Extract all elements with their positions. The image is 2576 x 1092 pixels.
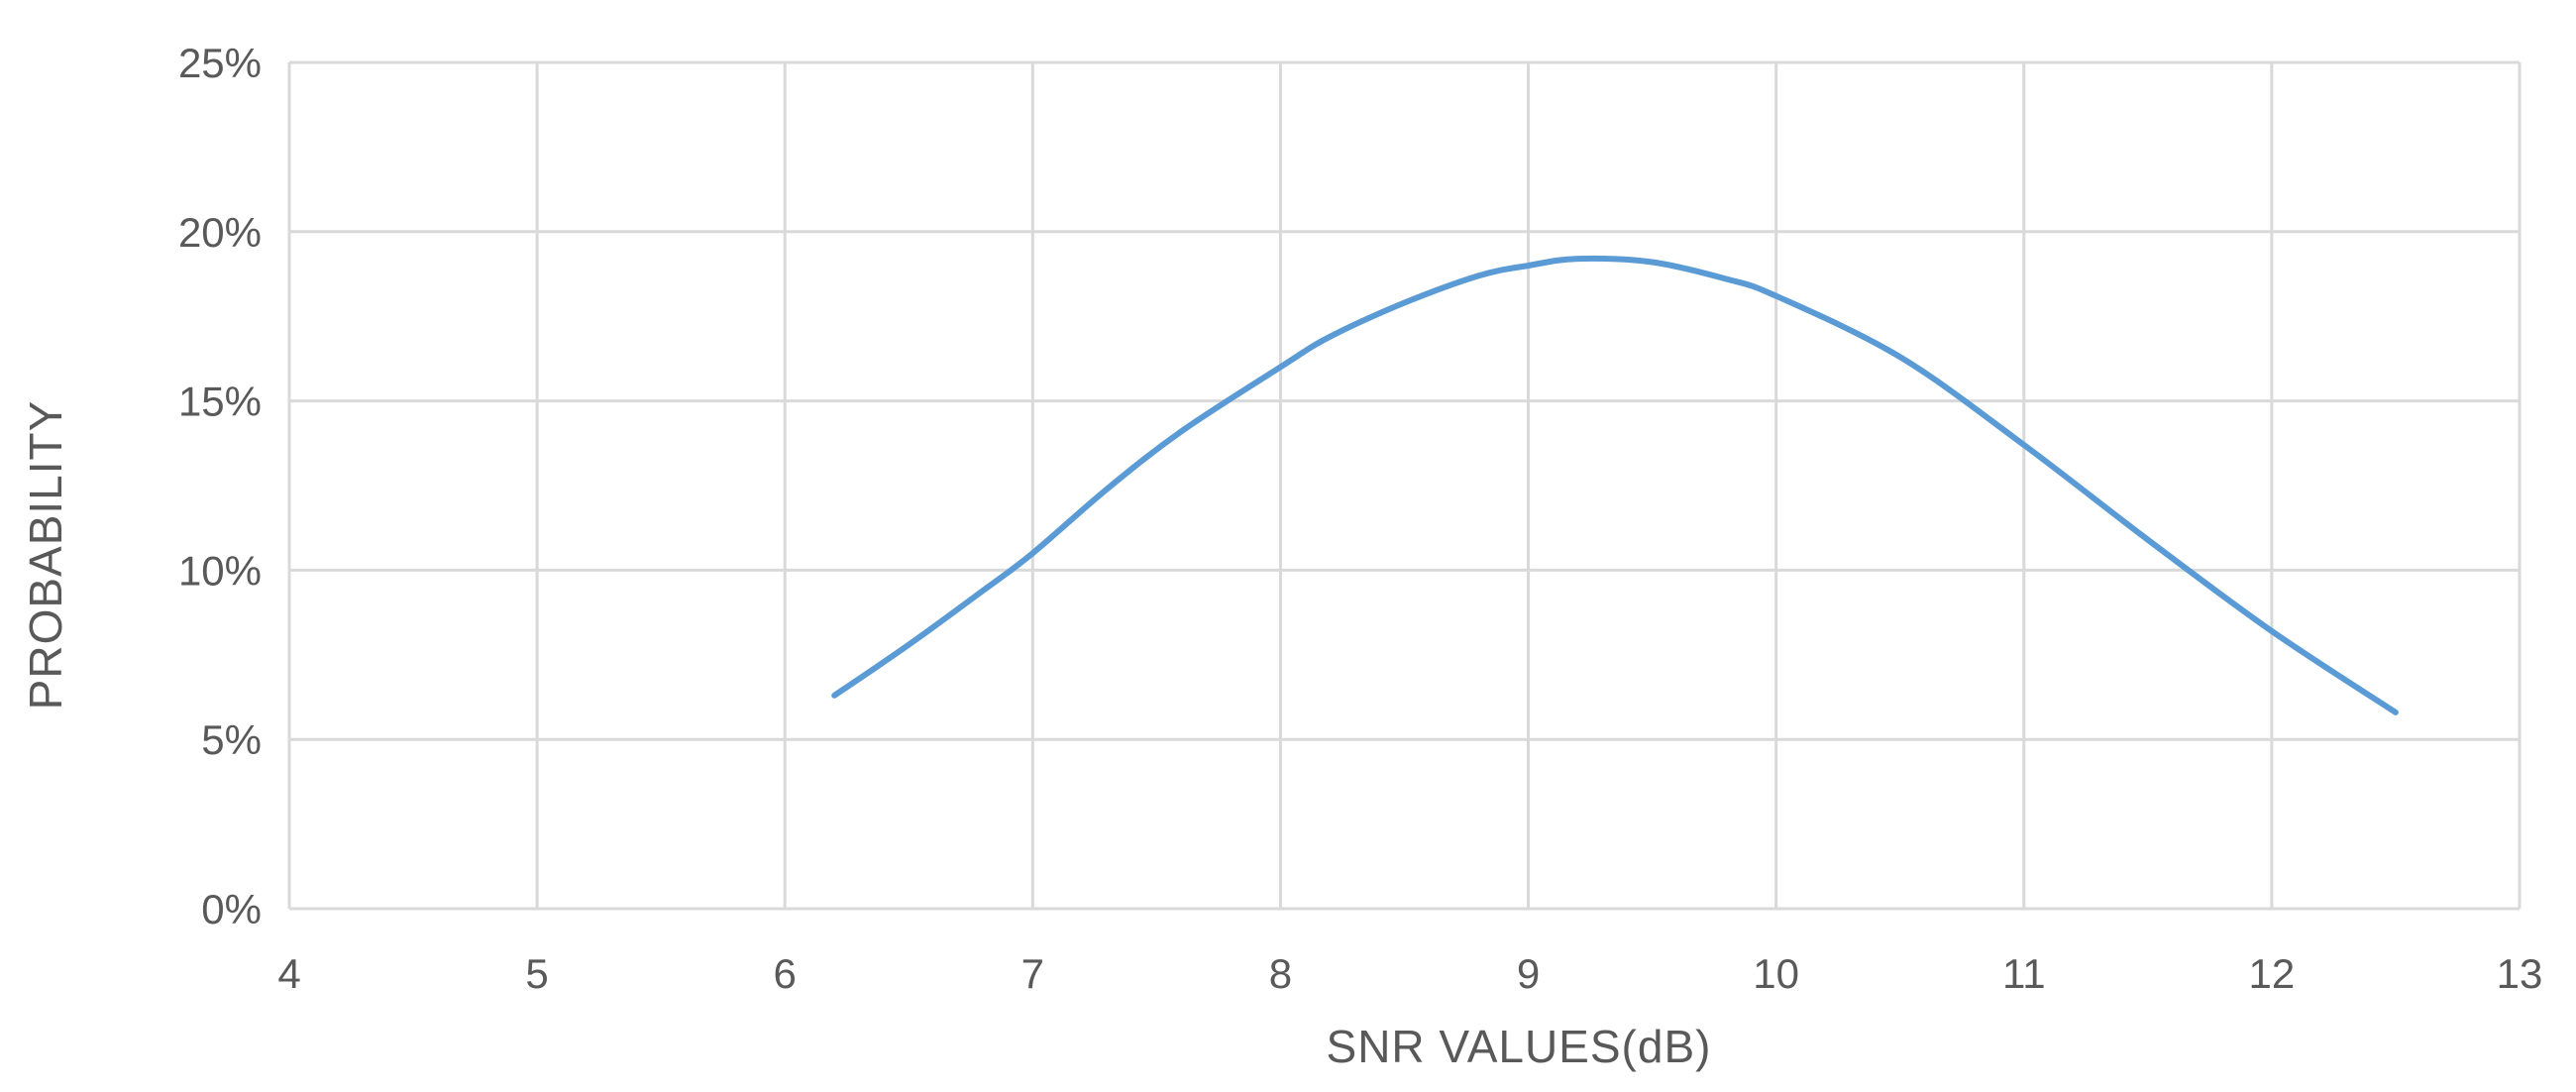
y-tick-label: 25% <box>178 40 262 86</box>
gridlines <box>287 60 2522 911</box>
x-tick-label: 5 <box>525 950 548 997</box>
series-line <box>831 255 2399 715</box>
y-tick-label: 15% <box>178 379 262 425</box>
y-tick-label: 10% <box>178 547 262 594</box>
x-tick-label: 8 <box>1269 950 1292 997</box>
x-tick-label: 10 <box>1753 950 1799 997</box>
x-tick-label: 7 <box>1021 950 1044 997</box>
y-axis-ticks: 0% 5% 10% 15% 20% 25% <box>178 40 262 932</box>
series-layer <box>831 255 2399 715</box>
x-tick-label: 9 <box>1517 950 1540 997</box>
x-tick-label: 4 <box>277 950 300 997</box>
x-tick-label: 13 <box>2497 950 2543 997</box>
x-tick-label: 6 <box>774 950 797 997</box>
y-tick-label: 0% <box>201 886 262 932</box>
y-tick-label: 20% <box>178 209 262 256</box>
x-tick-label: 12 <box>2249 950 2296 997</box>
x-axis-ticks: 4 5 6 7 8 9 10 11 12 13 <box>277 950 2542 997</box>
y-tick-label: 5% <box>201 716 262 763</box>
y-axis-title: PROBABILITY <box>20 400 71 710</box>
x-tick-label: 11 <box>2002 950 2046 997</box>
x-axis-title: SNR VALUES(dB) <box>1327 1021 1712 1072</box>
